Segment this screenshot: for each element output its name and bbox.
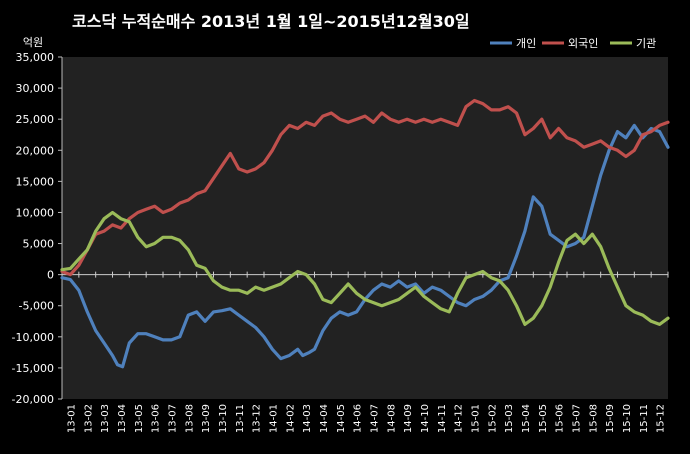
x-tick-label: 15-02 (487, 404, 498, 433)
x-tick-label: 14-11 (437, 404, 448, 433)
x-tick-label: 15-01 (470, 404, 481, 433)
y-tick-label: 5,000 (23, 238, 55, 251)
x-tick-label: 15-04 (521, 404, 532, 433)
y-tick-label: -10,000 (12, 331, 54, 344)
x-tick-label: 14-07 (369, 404, 380, 433)
legend-label: 외국인 (568, 37, 598, 50)
x-tick-label: 13-07 (167, 404, 178, 433)
x-tick-label: 13-08 (184, 404, 195, 433)
x-tick-label: 13-10 (218, 404, 229, 433)
x-tick-label: 13-02 (83, 404, 94, 433)
x-tick-label: 15-12 (656, 404, 667, 433)
y-tick-label: -15,000 (12, 362, 54, 375)
plot-area (62, 57, 668, 399)
x-tick-label: 15-08 (588, 404, 599, 433)
y-tick-label: -5,000 (19, 300, 54, 313)
x-tick-label: 15-10 (622, 404, 633, 433)
legend-label: 개인 (516, 37, 536, 50)
y-tick-label: 25,000 (16, 113, 55, 126)
x-tick-label: 15-06 (555, 404, 566, 433)
y-tick-label: 20,000 (16, 144, 55, 157)
series-line-기관 (60, 210, 670, 326)
x-tick-label: 13-06 (151, 404, 162, 433)
x-tick-label: 14-03 (302, 404, 313, 433)
y-tick-label: -20,000 (12, 393, 54, 406)
y-tick-label: 0 (47, 269, 54, 282)
x-tick-label: 13-09 (201, 404, 212, 433)
series-line-외국인 (60, 98, 670, 277)
chart-title: 코스닥 누적순매수 2013년 1월 1일~2015년12월30일 (72, 12, 470, 31)
x-tick-label: 14-01 (268, 404, 279, 433)
y-tick-label: 10,000 (16, 206, 55, 219)
legend: 개인 외국인 기관 (490, 37, 656, 50)
x-tick-label: 15-03 (504, 404, 515, 433)
y-tick-label: 30,000 (16, 82, 55, 95)
x-tick-label: 13-05 (134, 404, 145, 433)
series-lines (60, 98, 670, 369)
x-tick-label: 14-12 (454, 404, 465, 433)
x-axis: 13-01 13-02 13-03 13-04 13-05 13-06 13-07 13-08… (61, 271, 669, 433)
x-tick-label: 13-04 (117, 404, 128, 433)
x-tick-label: 15-05 (538, 404, 549, 433)
x-tick-label: 14-10 (420, 404, 431, 433)
y-tick-label: 15,000 (16, 175, 55, 188)
x-tick-label: 15-11 (639, 404, 650, 433)
legend-label: 기관 (636, 37, 656, 50)
x-tick-label: 14-04 (319, 404, 330, 433)
x-tick-label: 14-06 (353, 404, 364, 433)
x-tick-label: 13-11 (235, 404, 246, 433)
y-tick-label: 35,000 (16, 51, 55, 64)
x-tick-label: 13-01 (66, 404, 77, 433)
x-tick-label: 15-09 (605, 404, 616, 433)
y-axis-unit-label: 억원 (23, 36, 43, 49)
x-tick-label: 14-08 (386, 404, 397, 433)
x-tick-label: 14-09 (403, 404, 414, 433)
x-tick-label: 15-07 (571, 404, 582, 433)
x-tick-label: 14-05 (336, 404, 347, 433)
x-tick-label: 13-12 (252, 404, 263, 433)
x-tick-label: 13-03 (100, 404, 111, 433)
y-axis: 35,000 30,000 25,000 20,000 15,000 10,000 5,00… (12, 51, 63, 406)
x-tick-label: 14-02 (285, 404, 296, 433)
